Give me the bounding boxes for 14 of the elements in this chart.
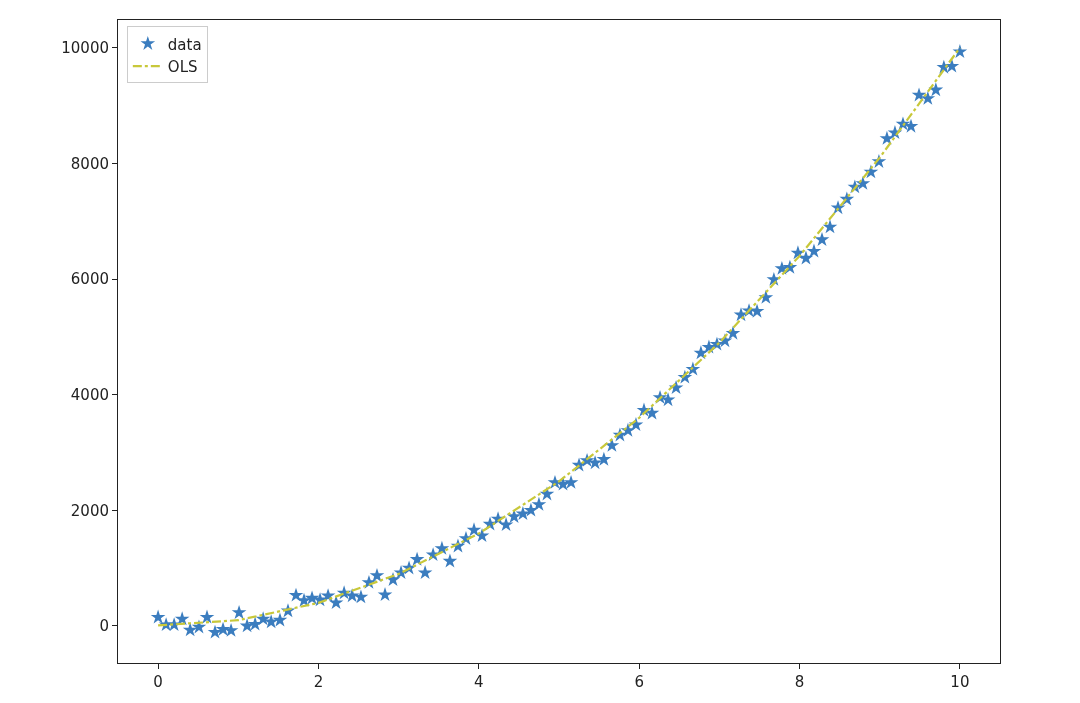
x-tick-label: 8 [794, 673, 805, 691]
y-tick-label: 2000 [70, 501, 109, 520]
y-tick-label: 8000 [70, 154, 109, 173]
legend-label: OLS [167, 58, 198, 77]
x-tick-label: 2 [313, 673, 324, 691]
x-tick-label: 0 [153, 673, 163, 691]
x-tick-label: 4 [474, 673, 484, 691]
y-tick-label: 0 [99, 617, 109, 636]
y-tick-label: 6000 [70, 270, 109, 289]
legend-label: data [167, 35, 202, 54]
y-tick-label: 4000 [70, 385, 109, 404]
y-tick-label: 10000 [61, 39, 109, 58]
x-tick-label: 6 [634, 673, 644, 691]
x-tick-label: 10 [950, 673, 970, 691]
